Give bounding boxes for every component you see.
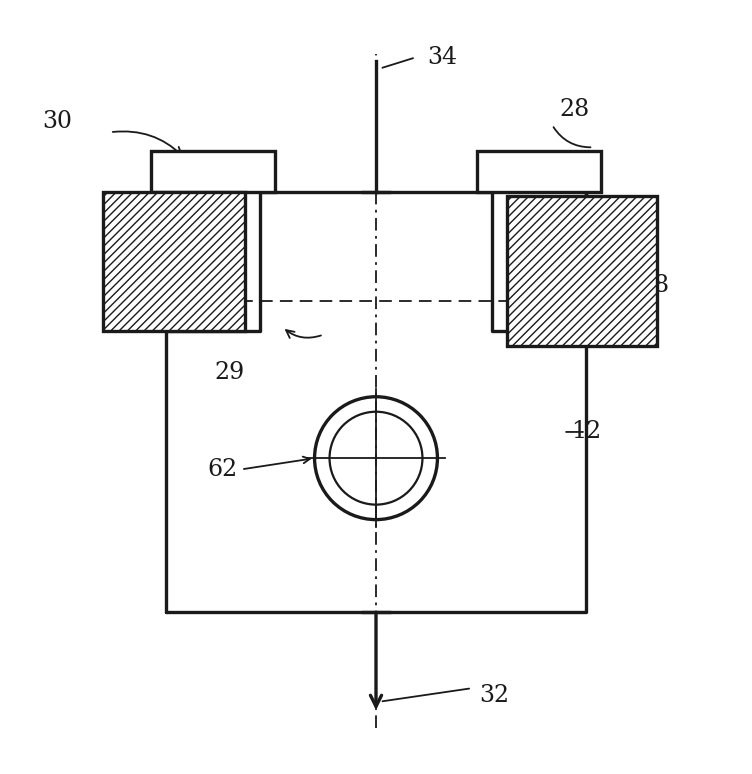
Text: 62: 62	[207, 458, 238, 481]
Text: 34: 34	[427, 46, 457, 69]
Text: 29: 29	[215, 361, 245, 383]
Text: 32: 32	[479, 684, 510, 707]
Text: 12: 12	[571, 420, 601, 444]
Bar	[102, 192, 245, 330]
Bar	[478, 151, 601, 192]
Bar	[507, 196, 657, 346]
Text: 8: 8	[653, 274, 669, 297]
Bar	[151, 151, 274, 192]
Text: 30: 30	[43, 110, 73, 132]
Text: 28: 28	[559, 98, 590, 122]
